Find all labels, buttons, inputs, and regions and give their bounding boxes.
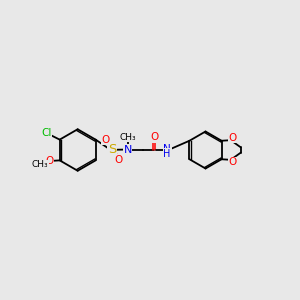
Text: CH₃: CH₃ xyxy=(32,160,48,169)
Text: O: O xyxy=(151,132,159,142)
Text: H: H xyxy=(164,149,171,159)
Text: O: O xyxy=(102,135,110,145)
Text: O: O xyxy=(115,154,123,165)
Text: Cl: Cl xyxy=(41,128,52,138)
Text: S: S xyxy=(108,143,117,156)
Text: N: N xyxy=(123,145,132,154)
Text: O: O xyxy=(229,157,237,167)
Text: CH₃: CH₃ xyxy=(119,133,136,142)
Text: O: O xyxy=(229,133,237,143)
Text: O: O xyxy=(45,156,53,166)
Text: N: N xyxy=(163,144,171,154)
